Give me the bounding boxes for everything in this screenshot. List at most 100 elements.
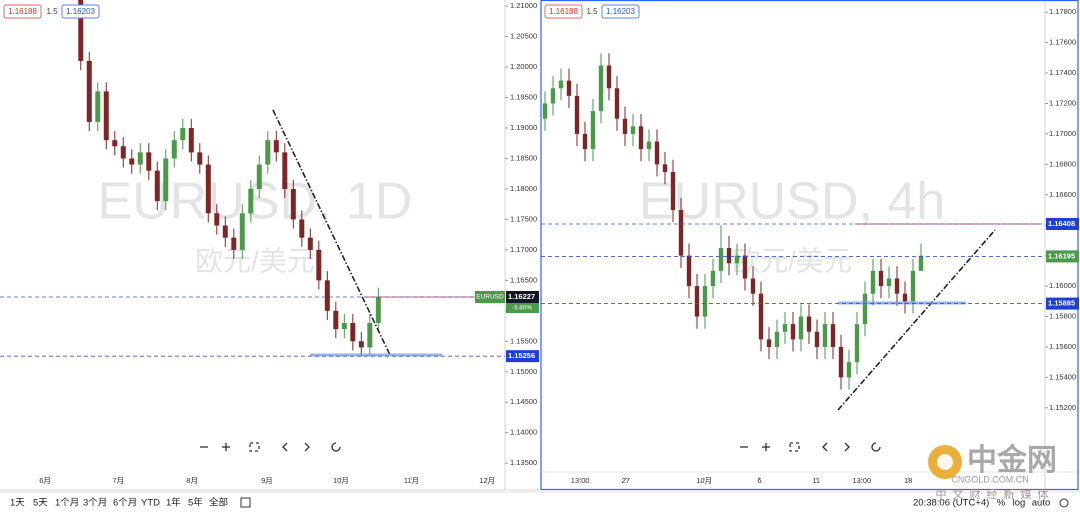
change-box [506,302,539,313]
candle-body [766,339,772,347]
range-button[interactable]: 5年 [188,497,203,509]
candle-body [316,249,322,281]
y-tick-label: 1.17500 [510,214,537,223]
y-tick-label: 1.16500 [510,275,537,284]
ask: 1.16203 [606,7,635,16]
candle-body [598,65,604,112]
candle-body [574,95,580,134]
candle-body [902,293,908,302]
range-button[interactable]: 3个月 [83,498,107,509]
candle-body [214,213,220,226]
candle-body [886,278,892,287]
change-label: -3.80% [512,305,533,312]
candle-body [239,213,245,250]
range-button[interactable]: 5天 [33,498,48,509]
range-button[interactable]: 1年 [166,497,181,509]
candle-body [137,152,143,165]
range-button[interactable]: 1天 [10,498,25,509]
candle-body [878,270,884,287]
percent-toggle[interactable]: % [997,498,1006,509]
bid-box [544,4,583,19]
logo-mark [937,454,953,470]
candle-body [78,0,84,61]
y-tick-label: 1.20000 [510,62,537,71]
candle-body [103,91,109,141]
bid-box [3,4,42,19]
candle-body [614,88,620,119]
watermark: EURUSD, 4h [639,173,945,231]
log-toggle[interactable]: log [1013,498,1026,509]
candle-body [205,164,211,214]
candle-body [806,316,812,332]
y-tick-label: 1.15200 [1049,403,1076,412]
price-label: 1.16227 [508,292,535,301]
y-tick-label: 1.19000 [510,123,537,132]
price-label: 1.15885 [1048,299,1075,308]
candle-body [282,152,288,189]
candle-body [782,324,788,332]
candle-body [112,140,118,147]
candle-body [542,103,548,119]
candle-body [95,91,101,122]
nav-buttons[interactable] [200,442,881,452]
ask-box [601,4,640,19]
y-tick-label: 1.15800 [1049,312,1076,321]
candle-body [758,293,764,340]
candle-body [566,80,572,96]
candle-body [662,164,668,172]
y-tick-label: 1.14000 [510,428,537,437]
range-button[interactable]: 6个月 [113,498,137,509]
range-buttons: 1天 5天 1个月 3个月 6个月 YTD 1年 5年 全部 [10,497,228,509]
candle-body [146,152,152,171]
range-button[interactable]: YTD [141,498,160,509]
candle-body [582,133,588,150]
price-label: 1.16195 [1048,251,1075,260]
x-tick-label: 13:00 [571,476,590,485]
trend-line [272,109,391,356]
y-tick-label: 1.15500 [510,336,537,345]
y-tick-label: 1.18500 [510,153,537,162]
candle-body [894,278,900,294]
x-tick-label: 6月 [39,476,51,485]
candle-body [654,141,660,165]
y-tick-label: 1.16600 [1049,190,1076,199]
candle-body [814,331,820,347]
candle-body [265,140,271,165]
candle-body [846,362,852,378]
compare-icon[interactable] [240,497,251,508]
candle-body [918,255,924,271]
spread: 1.5 [46,7,58,16]
x-tick-label: 8月 [186,476,198,485]
trend-line [837,229,996,411]
y-tick-label: 1.16800 [1049,159,1076,168]
x-tick-label: 9月 [261,476,273,485]
candle-body [256,164,262,189]
candle-body [86,60,92,122]
candle-body [324,280,330,311]
x-tick-label: 11 [812,476,820,485]
candle-body [726,248,732,264]
candle-body [590,111,596,150]
y-tick-label: 1.18000 [510,184,537,193]
symbol-tag-box [475,290,505,303]
candle-body [350,323,356,342]
range-button[interactable]: 全部 [209,497,228,509]
range-button[interactable]: 1个月 [55,498,79,509]
candle-body [606,65,612,89]
candle-body [341,323,347,330]
candle-body [822,324,828,347]
candle-body [670,171,676,210]
settings-icon[interactable] [1059,498,1069,508]
price-label: 1.15256 [508,351,535,360]
candle-body [646,141,652,150]
candle-body [710,270,716,287]
candle-body [774,331,780,347]
candle-body [830,324,836,347]
auto-toggle[interactable]: auto [1032,498,1051,509]
candle-body [358,341,364,348]
y-tick-label: 1.17600 [1049,38,1076,47]
candle-body [750,278,756,294]
watermark: EURUSD, 1D [98,173,413,231]
